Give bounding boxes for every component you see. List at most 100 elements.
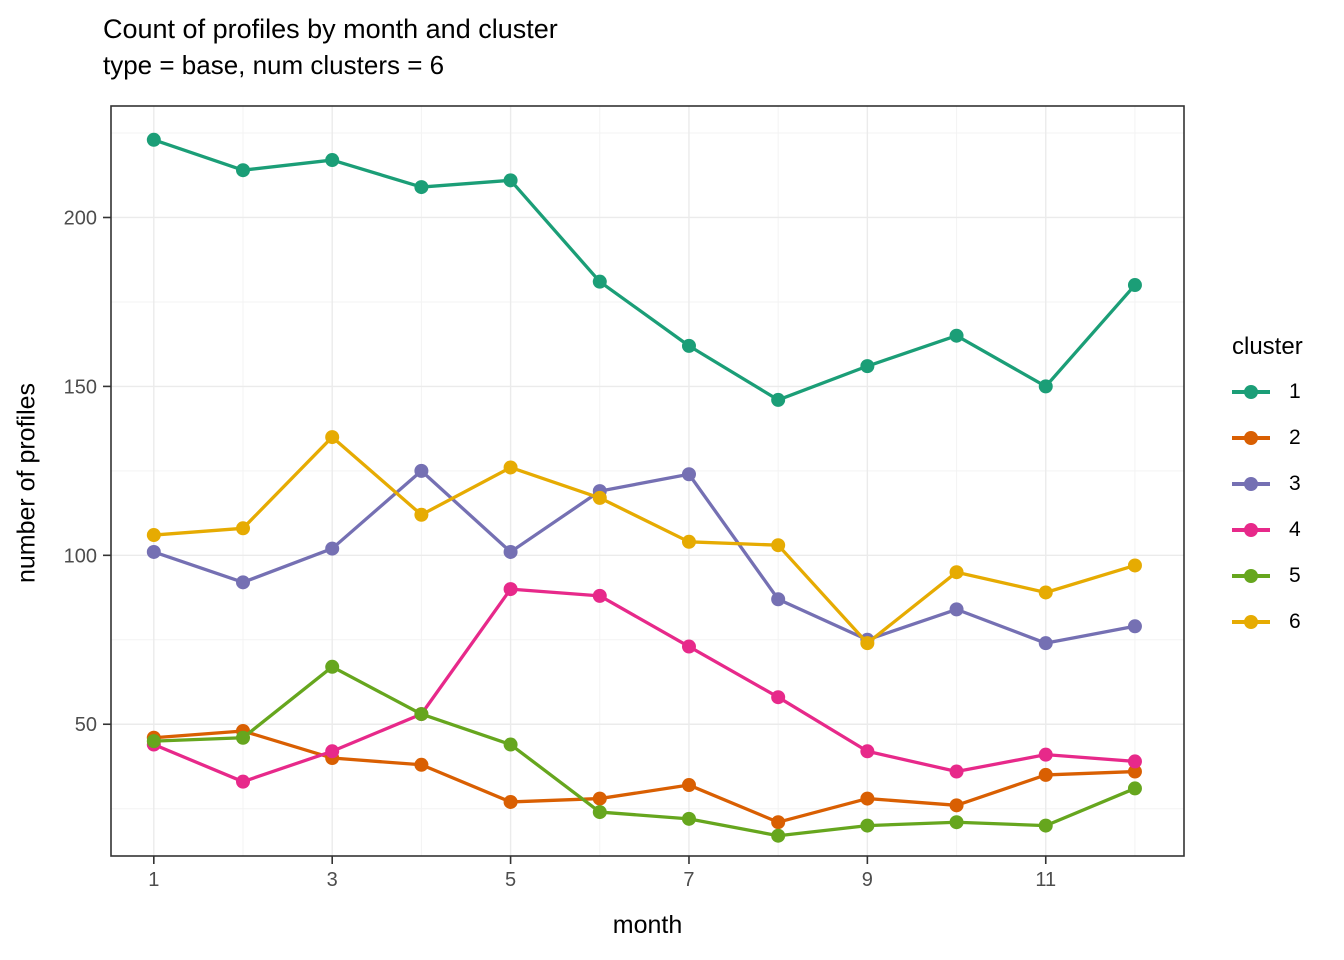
x-axis-tick-label: 1 <box>148 869 159 891</box>
data-point-cluster-4-month-6 <box>592 588 607 603</box>
data-point-cluster-3-month-4 <box>414 463 429 478</box>
data-point-cluster-1-month-5 <box>503 173 518 188</box>
legend-item-label: 4 <box>1289 518 1301 541</box>
data-point-cluster-3-month-3 <box>325 541 340 556</box>
data-point-cluster-1-month-3 <box>325 153 340 168</box>
legend-item-label: 5 <box>1289 564 1301 587</box>
legend-item-label: 1 <box>1289 380 1301 403</box>
data-point-cluster-1-month-8 <box>771 392 786 407</box>
data-point-cluster-2-month-12 <box>1127 764 1142 779</box>
data-point-cluster-6-month-6 <box>592 490 607 505</box>
legend-item-cluster-5: 5 <box>1232 553 1303 599</box>
data-point-cluster-2-month-10 <box>949 798 964 813</box>
data-point-cluster-4-month-12 <box>1127 754 1142 769</box>
legend-item-cluster-1: 1 <box>1232 369 1303 415</box>
data-point-cluster-3-month-8 <box>771 592 786 607</box>
y-axis-tick-label: 200 <box>64 207 97 229</box>
data-point-cluster-4-month-7 <box>681 639 696 654</box>
data-point-cluster-6-month-12 <box>1127 558 1142 573</box>
data-point-cluster-4-month-3 <box>325 744 340 759</box>
data-point-cluster-3-month-12 <box>1127 619 1142 634</box>
data-point-cluster-1-month-1 <box>146 132 161 147</box>
data-point-cluster-5-month-11 <box>1038 818 1053 833</box>
data-point-cluster-1-month-4 <box>414 180 429 195</box>
legend-key-icon <box>1232 522 1270 538</box>
series-line-cluster-4 <box>153 587 1136 784</box>
x-axis-title: month <box>612 911 683 939</box>
data-point-cluster-5-month-5 <box>503 737 518 752</box>
panel-border <box>110 105 1185 857</box>
data-point-cluster-2-month-11 <box>1038 767 1053 782</box>
data-point-cluster-5-month-8 <box>771 828 786 843</box>
data-point-cluster-4-month-5 <box>503 582 518 597</box>
x-axis-tick-label: 5 <box>505 869 516 891</box>
x-axis-tick-label: 9 <box>862 869 873 891</box>
data-point-cluster-3-month-11 <box>1038 636 1053 651</box>
data-point-cluster-1-month-2 <box>236 163 251 178</box>
legend-items: 1 2 3 4 5 6 <box>1232 369 1303 645</box>
legend-item-label: 6 <box>1289 610 1301 633</box>
data-point-cluster-6-month-10 <box>949 565 964 580</box>
data-point-cluster-5-month-10 <box>949 815 964 830</box>
x-axis-tick-label: 7 <box>683 869 694 891</box>
legend-item-cluster-3: 3 <box>1232 461 1303 507</box>
legend-item-cluster-2: 2 <box>1232 415 1303 461</box>
data-point-cluster-1-month-7 <box>681 338 696 353</box>
legend-item-label: 3 <box>1289 472 1301 495</box>
data-point-cluster-6-month-2 <box>236 521 251 536</box>
legend-title: cluster <box>1232 333 1303 360</box>
data-point-cluster-1-month-6 <box>592 274 607 289</box>
data-point-cluster-6-month-5 <box>503 460 518 475</box>
chart-title: Count of profiles by month and cluster <box>103 14 558 44</box>
y-axis-title: number of profiles <box>12 382 41 584</box>
series-line-cluster-2 <box>153 729 1136 824</box>
data-point-cluster-2-month-4 <box>414 757 429 772</box>
legend-key-icon <box>1232 476 1270 492</box>
data-point-cluster-6-month-9 <box>860 636 875 651</box>
data-point-cluster-5-month-4 <box>414 707 429 722</box>
data-point-cluster-3-month-2 <box>236 575 251 590</box>
data-point-cluster-3-month-7 <box>681 467 696 482</box>
data-point-cluster-5-month-7 <box>681 811 696 826</box>
data-point-cluster-5-month-3 <box>325 659 340 674</box>
chart-subtitle: type = base, num clusters = 6 <box>103 50 445 80</box>
y-axis-tick-label: 150 <box>64 376 97 398</box>
legend-key-icon <box>1232 568 1270 584</box>
data-point-cluster-2-month-6 <box>592 791 607 806</box>
data-point-cluster-6-month-4 <box>414 507 429 522</box>
data-point-cluster-4-month-11 <box>1038 747 1053 762</box>
data-point-cluster-2-month-8 <box>771 815 786 830</box>
data-point-cluster-2-month-9 <box>860 791 875 806</box>
data-point-cluster-1-month-12 <box>1127 278 1142 293</box>
data-point-cluster-3-month-10 <box>949 602 964 617</box>
legend-item-cluster-6: 6 <box>1232 599 1303 645</box>
data-point-cluster-6-month-1 <box>146 528 161 543</box>
legend-item-label: 2 <box>1289 426 1301 449</box>
legend-item-cluster-4: 4 <box>1232 507 1303 553</box>
series-line-cluster-3 <box>153 469 1136 645</box>
y-axis-tick-label: 100 <box>64 545 97 567</box>
data-point-cluster-1-month-9 <box>860 359 875 374</box>
series-line-cluster-1 <box>153 138 1137 402</box>
data-point-cluster-3-month-5 <box>503 544 518 559</box>
data-point-cluster-6-month-3 <box>325 430 340 445</box>
data-point-cluster-5-month-9 <box>860 818 875 833</box>
data-point-cluster-5-month-12 <box>1127 781 1142 796</box>
data-point-cluster-5-month-6 <box>592 805 607 820</box>
data-point-cluster-4-month-10 <box>949 764 964 779</box>
x-axis-tick-label: 11 <box>1035 869 1056 891</box>
data-point-cluster-4-month-9 <box>860 744 875 759</box>
data-point-cluster-4-month-8 <box>771 690 786 705</box>
legend: cluster 1 2 3 4 5 6 <box>1232 333 1303 645</box>
y-axis-tick-label: 50 <box>75 714 97 736</box>
legend-key-icon <box>1232 430 1270 446</box>
legend-key-icon <box>1232 614 1270 630</box>
data-point-cluster-6-month-8 <box>771 538 786 553</box>
data-point-cluster-1-month-10 <box>949 328 964 343</box>
data-point-cluster-2-month-7 <box>681 778 696 793</box>
legend-key-icon <box>1232 384 1270 400</box>
data-point-cluster-1-month-11 <box>1038 379 1053 394</box>
data-point-cluster-5-month-2 <box>236 730 251 745</box>
